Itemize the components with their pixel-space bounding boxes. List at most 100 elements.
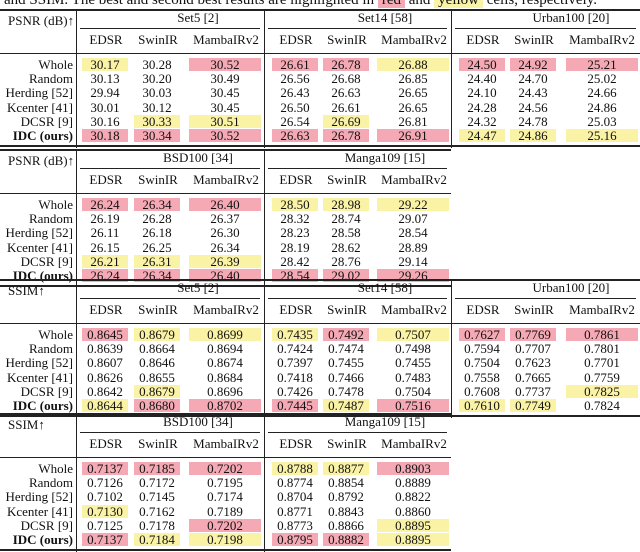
- value-cell: 0.7202: [189, 462, 261, 475]
- value-cell: 0.7130: [82, 504, 128, 518]
- value-cell: 0.8642: [87, 383, 123, 399]
- table-row: DCSR [9] 0.7125 0.7178 0.7202 0.8773 0.8866 0.…: [0, 517, 640, 533]
- value-cell: 0.8895: [377, 518, 449, 532]
- value-cell: 24.50: [459, 58, 505, 71]
- value-cell: 30.13: [90, 71, 120, 87]
- value-cell: 0.7189: [207, 503, 243, 519]
- value-cell: 0.7178: [139, 517, 175, 533]
- model-header: SwinIR: [327, 436, 367, 451]
- value-cell: 24.28: [467, 99, 497, 115]
- model-header: MambaIRv2: [381, 436, 447, 451]
- table-row: IDC (ours) 30.18 30.34 30.52 26.63 26.78 26.91…: [0, 129, 640, 142]
- column-separator: [451, 9, 452, 149]
- caption-text-after: cells, respectively.: [486, 0, 597, 8]
- value-cell: 26.85: [398, 71, 428, 87]
- value-cell: 26.65: [398, 99, 428, 115]
- value-cell: 26.39: [189, 254, 261, 268]
- value-cell: 29.26: [377, 269, 449, 282]
- value-cell: 28.76: [331, 253, 361, 269]
- metric-label: SSIM↑: [8, 283, 45, 298]
- dataset-header: Set14 [58]: [357, 10, 413, 25]
- value-cell: 0.8889: [395, 475, 431, 491]
- model-header: EDSR: [279, 172, 313, 187]
- value-cell: 24.92: [510, 58, 556, 71]
- model-header: SwinIR: [327, 302, 367, 317]
- value-cell: 0.8822: [395, 489, 431, 505]
- table-caption: and SSIM. The best and second best resul…: [4, 0, 597, 8]
- value-cell: 29.07: [398, 211, 428, 227]
- value-cell: 0.7504: [395, 383, 431, 399]
- value-cell: 0.8626: [87, 369, 123, 385]
- value-cell: 0.7126: [87, 475, 123, 491]
- column-separator: [76, 149, 77, 289]
- value-cell: 30.01: [90, 99, 120, 115]
- value-cell: 24.70: [518, 71, 548, 87]
- model-header: MambaIRv2: [569, 302, 635, 317]
- value-cell: 0.7749: [510, 399, 556, 412]
- value-cell: 0.7102: [87, 489, 123, 505]
- column-separator: [264, 413, 265, 552]
- value-cell: 0.8771: [277, 503, 313, 519]
- metric-label: PSNR (dB)↑: [8, 13, 75, 28]
- dataset-underline: [80, 432, 260, 433]
- value-cell: 26.50: [280, 99, 310, 115]
- method-label: Herding [52]: [5, 85, 73, 101]
- value-cell: 26.88: [377, 58, 449, 71]
- table-row: Herding [52] 0.7102 0.7145 0.7174 0.8704 0.87…: [0, 490, 640, 503]
- value-cell: 0.8882: [323, 533, 369, 546]
- caption-text-before: and SSIM. The best and second best resul…: [4, 0, 375, 8]
- model-header: SwinIR: [138, 436, 178, 451]
- value-cell: 26.24: [82, 269, 128, 282]
- value-cell: 29.94: [90, 85, 120, 101]
- value-cell: 0.8680: [134, 399, 180, 412]
- value-cell: 0.7665: [515, 369, 551, 385]
- value-cell: 0.8843: [328, 503, 364, 519]
- value-cell: 0.8674: [207, 355, 243, 371]
- method-label: IDC (ours): [12, 398, 73, 413]
- value-cell: 0.8903: [377, 462, 449, 475]
- value-cell: 26.56: [280, 71, 310, 87]
- value-cell: 24.43: [518, 85, 548, 101]
- value-cell: 0.7125: [87, 517, 123, 533]
- value-cell: 0.7825: [566, 384, 638, 398]
- method-label: Kcenter [41]: [6, 369, 73, 385]
- method-label: IDC (ours): [12, 268, 73, 283]
- value-cell: 0.7424: [277, 341, 313, 357]
- value-cell: 26.34: [134, 198, 180, 211]
- value-cell: 0.8639: [87, 341, 123, 357]
- table-top-rule: [0, 413, 451, 415]
- value-cell: 28.54: [398, 225, 428, 241]
- table-row: Kcenter [41] 0.7130 0.7162 0.7189 0.8771 0.88…: [0, 503, 640, 519]
- table-row: Random 26.19 26.28 26.37 28.32 28.74 29.07: [0, 212, 640, 225]
- value-cell: 0.8645: [82, 328, 128, 341]
- method-label: Random: [28, 211, 73, 227]
- value-cell: 26.25: [142, 239, 172, 255]
- model-header: SwinIR: [327, 172, 367, 187]
- table-bottom-rule: [0, 549, 451, 551]
- dataset-header: Urban100 [20]: [532, 10, 610, 25]
- column-separator: [264, 149, 265, 289]
- model-header: MambaIRv2: [381, 172, 447, 187]
- dataset-underline: [455, 28, 636, 29]
- method-label: IDC (ours): [12, 128, 73, 143]
- value-cell: 30.51: [189, 114, 261, 128]
- value-cell: 0.8607: [87, 355, 123, 371]
- method-label: Herding [52]: [5, 355, 73, 371]
- value-cell: 0.7623: [515, 355, 551, 371]
- value-cell: 26.15: [90, 239, 120, 255]
- table-top-rule: [0, 279, 640, 281]
- method-label: Whole: [38, 197, 73, 212]
- value-cell: 0.8699: [189, 328, 261, 341]
- value-cell: 30.18: [82, 129, 128, 142]
- value-cell: 0.7504: [464, 355, 500, 371]
- value-cell: 0.8684: [207, 369, 243, 385]
- value-cell: 26.31: [134, 254, 180, 268]
- value-cell: 0.7516: [377, 399, 449, 412]
- value-cell: 30.52: [189, 58, 261, 71]
- value-cell: 26.19: [90, 211, 120, 227]
- value-cell: 26.43: [280, 85, 310, 101]
- value-cell: 26.28: [142, 211, 172, 227]
- model-header: SwinIR: [138, 172, 178, 187]
- value-cell: 0.7608: [464, 383, 500, 399]
- value-cell: 30.33: [134, 114, 180, 128]
